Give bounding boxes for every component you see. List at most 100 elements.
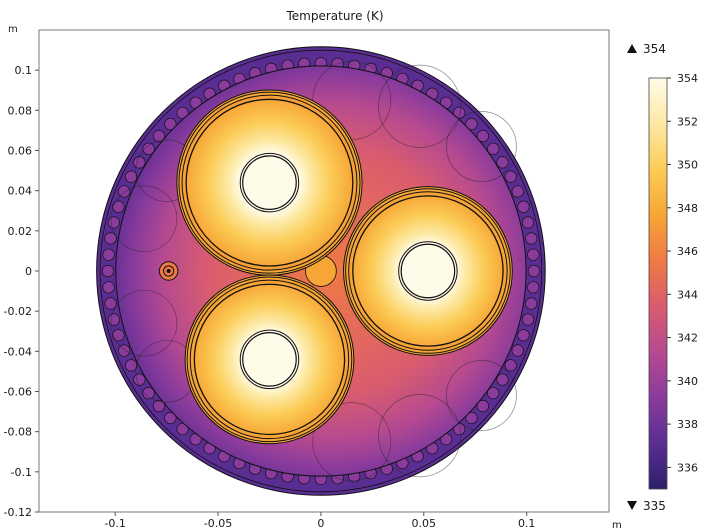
armor-wire — [517, 200, 530, 213]
colorbar — [648, 77, 668, 490]
phase-top-conductor — [242, 155, 297, 210]
armor-wire — [133, 156, 146, 169]
armor-wire — [521, 216, 535, 229]
armor-wire — [133, 373, 146, 386]
colorbar-tick-label: 342 — [677, 332, 698, 345]
armor-wire — [112, 200, 125, 213]
colorbar-tick-label: 350 — [677, 159, 698, 172]
x-tick-label: 0.1 — [518, 517, 536, 530]
y-tick-label: -0.08 — [4, 426, 32, 439]
armor-wire — [104, 232, 117, 245]
phase-bottom-insulation-inner — [193, 283, 346, 436]
y-tick-label: -0.06 — [4, 386, 32, 399]
armor-wire — [112, 329, 125, 342]
armor-wire — [521, 313, 535, 326]
y-tick-label: 0.06 — [8, 145, 33, 158]
x-axis: -0.1 -0.05 0 0.05 0.1 — [104, 512, 535, 530]
y-tick-label: -0.02 — [4, 305, 32, 318]
x-tick-label: 0 — [317, 517, 324, 530]
x-tick-label: -0.1 — [104, 517, 125, 530]
cable-cross-section — [96, 46, 546, 496]
colorbar-tick-label: 340 — [677, 375, 698, 388]
armor-wire — [496, 373, 509, 386]
y-tick-label: 0 — [25, 265, 32, 278]
filler-arc — [110, 185, 178, 253]
min-indicator-icon — [627, 501, 637, 510]
colorbar-ticks: 354 352 350 348 346 344 342 340 338 336 — [667, 72, 698, 474]
y-tick-label: -0.04 — [4, 345, 32, 358]
armor-wire — [504, 170, 517, 183]
armor-wire — [511, 344, 524, 357]
y-tick-label: -0.1 — [11, 466, 32, 479]
armor-wire — [118, 185, 131, 198]
min-range-label: 335 — [643, 499, 666, 513]
max-indicator-icon — [627, 44, 637, 53]
armor-wire — [118, 344, 131, 357]
armor-wire — [104, 297, 117, 310]
phase-top-insulation-inner — [185, 98, 354, 267]
armor-wire — [465, 411, 478, 425]
filler-arc — [378, 64, 462, 148]
armor-wire — [107, 313, 120, 326]
filler-arc — [378, 394, 462, 478]
armor-wire — [511, 185, 524, 198]
armor-wire — [176, 422, 189, 436]
colorbar-tick-label: 352 — [677, 115, 698, 128]
armor-wire — [487, 142, 500, 155]
colorbar-tick-label: 344 — [677, 288, 698, 301]
phase-bottom-screen — [186, 276, 353, 443]
y-tick-label: 0.1 — [15, 64, 33, 77]
colorbar-tick-label: 338 — [677, 418, 698, 431]
armor-wire — [504, 359, 517, 372]
y-tick-label: 0.08 — [8, 104, 33, 117]
armor-wire — [102, 248, 115, 261]
y-axis: 0.1 0.08 0.06 0.04 0.02 0 -0.02 -0.04 -0.06 -0.08… — [4, 64, 39, 519]
x-axis-unit: m — [612, 520, 622, 531]
armor-wire — [142, 142, 155, 155]
colorbar-tick-label: 348 — [677, 202, 698, 215]
armor-wire — [152, 129, 166, 143]
armor-wire — [125, 170, 138, 183]
armor-wire — [125, 359, 138, 372]
armor-wire — [164, 411, 177, 425]
x-tick-label: 0.05 — [412, 517, 437, 530]
phase-right-conductor — [400, 243, 456, 299]
armor-wire — [176, 106, 189, 120]
phase-top-screen — [178, 91, 361, 274]
phase-right-insulation-inner — [352, 195, 504, 347]
filler-arc — [446, 111, 517, 182]
x-tick-label: -0.05 — [204, 517, 232, 530]
armor-wire — [102, 281, 115, 294]
armor-wire — [527, 264, 541, 278]
armor-wire — [517, 329, 530, 342]
armor-wire — [525, 232, 538, 245]
armor-wire — [465, 117, 478, 131]
phase-right-screen — [345, 188, 511, 354]
y-tick-label: 0.04 — [8, 185, 33, 198]
y-tick-label: 0.02 — [8, 225, 33, 238]
chart-title: Temperature (K) — [285, 9, 383, 23]
fiber-core — [166, 268, 171, 274]
armor-wire — [476, 399, 489, 413]
filler-arc — [110, 289, 178, 357]
filler-arc — [312, 402, 392, 482]
armor-wire — [107, 216, 120, 229]
armor-wire — [496, 156, 509, 169]
y-tick-label: -0.12 — [4, 506, 32, 519]
phase-bottom-conductor — [242, 332, 297, 387]
colorbar-tick-label: 346 — [677, 245, 698, 258]
armor-wire — [527, 248, 540, 261]
armor-wire — [525, 297, 538, 310]
armor-wire — [164, 117, 177, 131]
armor-wire — [152, 399, 166, 413]
armor-wire — [527, 281, 540, 294]
armor-wire — [101, 264, 115, 278]
armor-wire — [142, 387, 155, 400]
colorbar-tick-label: 336 — [677, 461, 698, 474]
armor-wire — [487, 387, 500, 400]
y-axis-unit: m — [8, 24, 18, 35]
colorbar-tick-label: 354 — [677, 72, 698, 85]
filler-arc — [446, 360, 517, 431]
max-range-label: 354 — [643, 42, 666, 56]
